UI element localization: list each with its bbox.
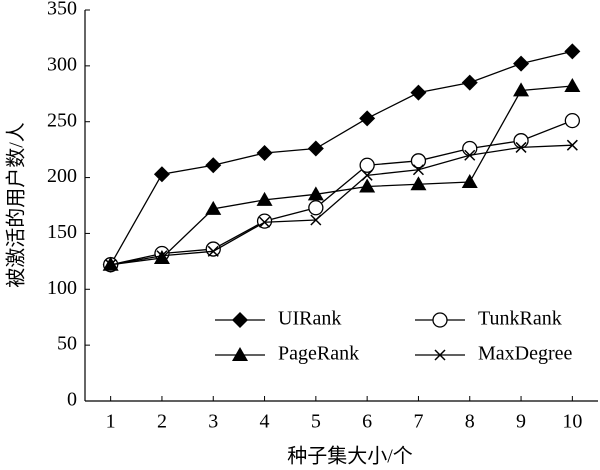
y-tick-label: 100 xyxy=(47,277,77,299)
x-tick-label: 3 xyxy=(208,411,218,433)
legend-label: PageRank xyxy=(278,343,359,365)
data-point xyxy=(513,55,530,72)
legend-marker xyxy=(232,312,248,328)
data-point xyxy=(361,169,373,181)
data-point xyxy=(564,112,580,129)
data-point xyxy=(566,139,578,151)
data-point xyxy=(156,250,168,262)
data-point xyxy=(307,186,324,201)
series-line xyxy=(110,50,573,266)
legend-label: UIRank xyxy=(278,308,341,330)
legend-marker xyxy=(432,312,448,328)
y-tick-label: 50 xyxy=(57,333,77,355)
data-point xyxy=(461,174,478,189)
data-point xyxy=(564,77,581,92)
data-point xyxy=(462,140,478,157)
data-point xyxy=(256,191,273,206)
legend-marker xyxy=(232,347,248,361)
data-point xyxy=(359,157,375,173)
data-point xyxy=(207,245,219,257)
y-tick-label: 250 xyxy=(47,109,77,131)
data-point xyxy=(310,214,322,226)
data-point xyxy=(359,178,376,193)
data-point xyxy=(205,157,222,174)
data-point xyxy=(410,84,427,101)
x-tick-label: 5 xyxy=(311,411,321,433)
legend-label: MaxDegree xyxy=(478,343,573,365)
y-tick-label: 150 xyxy=(47,221,77,243)
data-point xyxy=(307,140,324,157)
data-point xyxy=(359,110,376,127)
x-tick-label: 10 xyxy=(562,411,582,433)
legend-label: TunkRank xyxy=(478,308,562,330)
data-point xyxy=(464,149,476,161)
series-line xyxy=(110,85,573,266)
x-axis-label: 种子集大小/个 xyxy=(287,445,413,468)
x-tick-label: 1 xyxy=(106,411,116,433)
x-tick-label: 8 xyxy=(465,411,475,433)
y-axis-label: 被激活的用户数/人 xyxy=(5,122,28,288)
data-point xyxy=(205,241,221,257)
x-tick-label: 2 xyxy=(157,411,167,433)
data-point xyxy=(412,164,424,176)
series-line xyxy=(110,119,573,266)
x-tick-label: 7 xyxy=(413,411,423,433)
data-point xyxy=(564,43,581,60)
data-point xyxy=(153,166,170,183)
y-tick-label: 0 xyxy=(67,389,77,411)
data-point xyxy=(259,216,271,228)
data-point xyxy=(515,141,527,153)
data-point xyxy=(308,200,324,216)
series-line xyxy=(110,144,573,266)
data-point xyxy=(105,259,117,271)
x-tick-label: 4 xyxy=(260,411,270,433)
data-point xyxy=(256,144,273,161)
legend-marker xyxy=(434,349,446,361)
data-point xyxy=(205,200,222,215)
data-point xyxy=(410,153,427,169)
data-point xyxy=(410,176,427,191)
data-point xyxy=(461,74,478,91)
x-tick-label: 6 xyxy=(362,411,372,433)
y-tick-label: 200 xyxy=(47,165,77,187)
data-point xyxy=(513,82,530,97)
x-tick-label: 9 xyxy=(516,411,526,433)
y-tick-label: 300 xyxy=(47,53,77,75)
y-tick-label: 350 xyxy=(47,0,77,20)
data-point xyxy=(256,213,273,229)
data-point xyxy=(513,133,529,149)
